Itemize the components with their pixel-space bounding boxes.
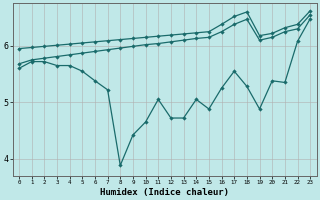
X-axis label: Humidex (Indice chaleur): Humidex (Indice chaleur): [100, 188, 229, 197]
